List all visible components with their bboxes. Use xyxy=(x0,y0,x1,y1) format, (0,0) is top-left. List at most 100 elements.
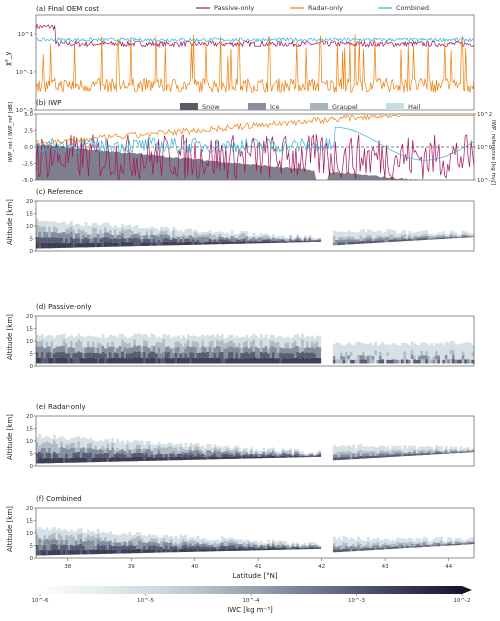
iwc-cell xyxy=(36,224,39,231)
iwc-cell xyxy=(315,547,319,549)
iwc-cell xyxy=(82,238,86,244)
iwc-cell xyxy=(109,450,112,454)
iwc-cell xyxy=(259,351,263,358)
iwc-cell xyxy=(318,452,322,455)
iwc-cell xyxy=(67,238,71,243)
iwc-cell xyxy=(286,543,290,545)
iwc-cell xyxy=(213,341,217,348)
iwc-cell xyxy=(106,537,110,542)
iwc-cell xyxy=(388,345,392,349)
iwc-cell xyxy=(262,241,266,244)
iwc-cell xyxy=(70,539,73,545)
iwc-cell xyxy=(250,335,253,342)
iwc-cell xyxy=(79,234,83,239)
iwc-cell xyxy=(184,548,188,552)
iwc-cell xyxy=(281,241,285,243)
iwc-cell xyxy=(420,359,424,364)
iwc-cell xyxy=(422,543,426,545)
iwc-cell xyxy=(264,456,268,459)
iwc-cell xyxy=(189,456,193,460)
iwc-cell xyxy=(53,338,56,344)
iwc-cell xyxy=(393,355,397,360)
iwc-cell xyxy=(464,232,468,234)
iwc-cell xyxy=(408,537,412,540)
iwc-cell xyxy=(189,540,193,544)
iwc-cell xyxy=(352,548,356,552)
iwc-cell xyxy=(218,542,222,545)
iwc-cell xyxy=(162,457,166,461)
iwc-cell xyxy=(469,347,472,352)
iwc-cell xyxy=(437,233,441,236)
legend-swatch xyxy=(386,103,404,110)
iwc-cell xyxy=(459,347,463,352)
iwc-cell xyxy=(111,346,115,353)
iwc-cell xyxy=(147,232,151,236)
iwc-cell xyxy=(279,544,283,547)
iwc-cell xyxy=(72,550,76,555)
iwc-cell xyxy=(128,237,132,242)
iwc-cell xyxy=(99,457,103,462)
iwc-cell xyxy=(362,343,365,348)
iwc-cell xyxy=(418,542,421,544)
iwc-cell xyxy=(430,545,434,547)
iwc-cell xyxy=(218,239,222,242)
iwc-cell xyxy=(432,453,436,455)
iwc-cell xyxy=(427,449,431,452)
iwc-cell xyxy=(354,234,358,238)
iwc-cell xyxy=(225,347,229,354)
iwc-cell xyxy=(216,449,219,452)
iwc-cell xyxy=(104,448,107,453)
iwc-cell xyxy=(213,234,217,238)
iwc-cell xyxy=(398,542,402,545)
iwc-cell xyxy=(211,235,215,238)
iwc-cell xyxy=(308,358,312,364)
iwc-cell xyxy=(50,335,54,342)
iwc-cell xyxy=(211,454,215,457)
iwc-cell xyxy=(345,348,348,352)
iwc-cell xyxy=(145,543,149,547)
iwc-cell xyxy=(262,237,266,240)
iwc-cell xyxy=(133,440,137,445)
iwc-cell xyxy=(208,549,212,552)
iwc-cell xyxy=(435,445,438,448)
iwc-cell xyxy=(298,239,302,241)
iwc-cell xyxy=(457,539,460,541)
iwc-cell xyxy=(301,453,305,455)
iwc-cell xyxy=(447,234,451,236)
iwc-cell xyxy=(101,351,105,358)
iwc-cell xyxy=(313,343,317,349)
iwc-cell xyxy=(459,542,463,544)
iwc-cell xyxy=(150,454,154,458)
iwc-cell xyxy=(155,337,159,343)
iwc-cell xyxy=(182,340,185,347)
iwc-cell xyxy=(374,233,378,237)
iwc-cell xyxy=(284,239,288,241)
iwc-cell xyxy=(281,358,285,364)
iwc-cell xyxy=(306,456,309,458)
iwc-cell xyxy=(152,242,156,246)
iwc-cell xyxy=(267,238,271,240)
iwc-cell xyxy=(230,233,234,236)
iwc-cell xyxy=(92,544,95,550)
iwc-cell xyxy=(43,232,47,238)
iwc-cell xyxy=(415,356,419,360)
iwc-cell xyxy=(267,448,271,451)
iwc-cell xyxy=(45,538,49,545)
iwc-cell xyxy=(62,237,66,243)
iwc-cell xyxy=(67,347,71,353)
iwc-cell xyxy=(347,549,351,552)
iwc-cell xyxy=(435,542,438,545)
iwc-cell xyxy=(225,241,229,244)
iwc-cell xyxy=(177,541,180,544)
iwc-cell xyxy=(48,535,52,541)
iwc-cell xyxy=(274,237,278,240)
iwc-cell xyxy=(439,235,443,237)
iwc-cell xyxy=(130,457,134,462)
iwc-cell xyxy=(196,347,200,353)
iwc-cell xyxy=(40,242,44,249)
iwc-cell xyxy=(184,235,188,239)
iwc-cell xyxy=(50,357,54,364)
iwc-cell xyxy=(413,359,417,364)
iwc-cell xyxy=(186,231,190,236)
iwc-cell xyxy=(147,445,151,449)
